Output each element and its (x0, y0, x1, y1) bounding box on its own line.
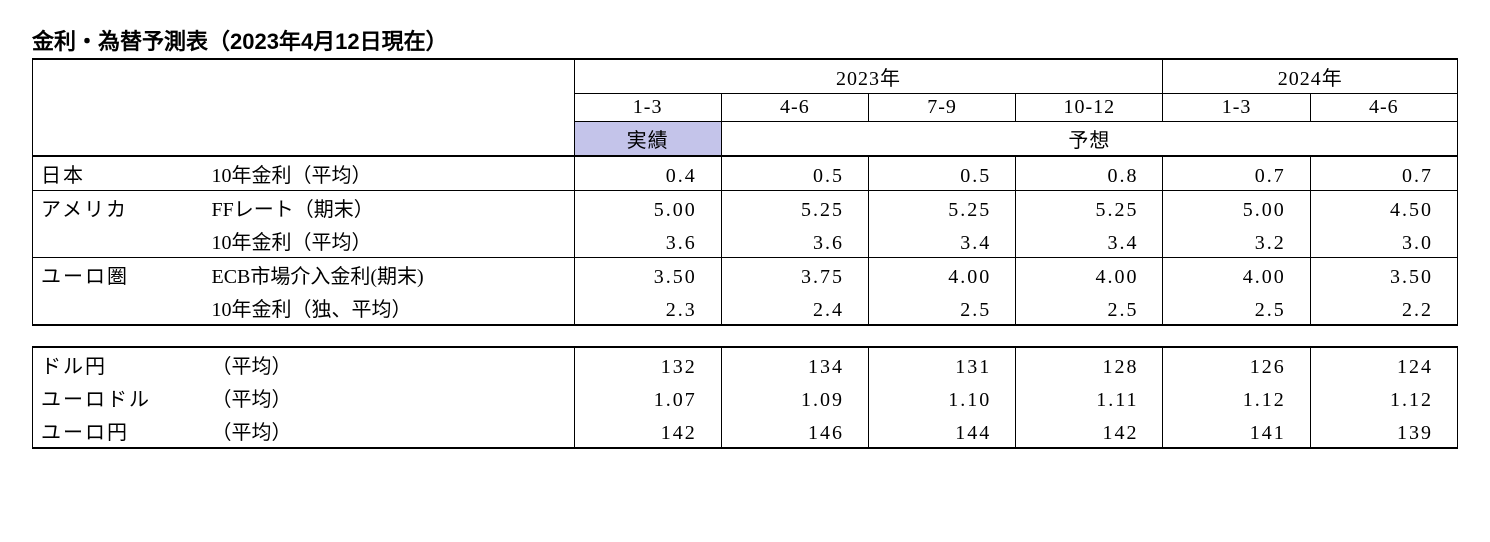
fx-eurusd: ユーロドル (33, 381, 204, 414)
cell: 131 (868, 347, 1015, 381)
cell: 5.00 (1163, 191, 1310, 225)
cell: 0.5 (868, 156, 1015, 191)
row-eu-ecb: ユーロ圏 ECB市場介入金利(期末) 3.50 3.75 4.00 4.00 4… (33, 258, 1458, 292)
header-q2: 4-6 (721, 94, 868, 122)
cell: 139 (1310, 414, 1457, 448)
cell: 5.25 (1016, 191, 1163, 225)
header-actual: 実績 (574, 122, 721, 157)
cell: 2.5 (1163, 291, 1310, 325)
header-year-2023: 2023年 (574, 59, 1163, 94)
cell: 5.00 (574, 191, 721, 225)
header-q5: 1-3 (1163, 94, 1310, 122)
cell: 1.10 (868, 381, 1015, 414)
cell: 142 (1016, 414, 1163, 448)
row-us-ff: アメリカ FFレート（期末） 5.00 5.25 5.25 5.25 5.00 … (33, 191, 1458, 225)
cell: 128 (1016, 347, 1163, 381)
cell: 144 (868, 414, 1015, 448)
cell: 4.00 (1016, 258, 1163, 292)
row-us-10y: 10年金利（平均） 3.6 3.6 3.4 3.4 3.2 3.0 (33, 224, 1458, 258)
cell: 134 (721, 347, 868, 381)
cell: 3.2 (1163, 224, 1310, 258)
region-us: アメリカ (33, 191, 204, 225)
cell: 142 (574, 414, 721, 448)
row-eu-10y: 10年金利（独、平均） 2.3 2.4 2.5 2.5 2.5 2.2 (33, 291, 1458, 325)
cell: 5.25 (868, 191, 1015, 225)
cell: 1.12 (1163, 381, 1310, 414)
cell: 5.25 (721, 191, 868, 225)
metric-eu-10y: 10年金利（独、平均） (204, 291, 575, 325)
cell: 4.00 (868, 258, 1015, 292)
metric-us-ff: FFレート（期末） (204, 191, 575, 225)
fx-eurjpy-metric: （平均） (204, 414, 575, 448)
fx-usdjpy-metric: （平均） (204, 347, 575, 381)
header-q6: 4-6 (1310, 94, 1457, 122)
cell: 0.8 (1016, 156, 1163, 191)
cell: 4.00 (1163, 258, 1310, 292)
cell: 0.7 (1310, 156, 1457, 191)
header-q3: 7-9 (868, 94, 1015, 122)
fx-eurjpy: ユーロ円 (33, 414, 204, 448)
header-type-row: 実績 予想 (33, 122, 1458, 157)
metric-japan-10y: 10年金利（平均） (204, 156, 575, 191)
header-year-row: 2023年 2024年 (33, 59, 1458, 94)
header-q4: 10-12 (1016, 94, 1163, 122)
cell: 0.4 (574, 156, 721, 191)
cell: 132 (574, 347, 721, 381)
cell: 2.3 (574, 291, 721, 325)
metric-us-10y: 10年金利（平均） (204, 224, 575, 258)
fx-usdjpy: ドル円 (33, 347, 204, 381)
cell: 146 (721, 414, 868, 448)
cell: 2.5 (868, 291, 1015, 325)
row-usdjpy: ドル円 （平均） 132 134 131 128 126 124 (33, 347, 1458, 381)
cell: 1.07 (574, 381, 721, 414)
header-quarter-row: 1-3 4-6 7-9 10-12 1-3 4-6 (33, 94, 1458, 122)
cell: 124 (1310, 347, 1457, 381)
cell: 3.75 (721, 258, 868, 292)
cell: 1.12 (1310, 381, 1457, 414)
row-eurusd: ユーロドル （平均） 1.07 1.09 1.10 1.11 1.12 1.12 (33, 381, 1458, 414)
row-eurjpy: ユーロ円 （平均） 142 146 144 142 141 139 (33, 414, 1458, 448)
cell: 3.4 (1016, 224, 1163, 258)
cell: 4.50 (1310, 191, 1457, 225)
header-forecast: 予想 (721, 122, 1457, 157)
cell: 1.09 (721, 381, 868, 414)
cell: 3.50 (1310, 258, 1457, 292)
cell: 3.4 (868, 224, 1015, 258)
spacer-row (33, 325, 1458, 347)
cell: 141 (1163, 414, 1310, 448)
cell: 1.11 (1016, 381, 1163, 414)
header-year-2024: 2024年 (1163, 59, 1458, 94)
metric-eu-ecb: ECB市場介入金利(期末) (204, 258, 575, 292)
cell: 3.6 (721, 224, 868, 258)
region-japan: 日本 (33, 156, 204, 191)
cell: 2.4 (721, 291, 868, 325)
page-title: 金利・為替予測表（2023年4月12日現在） (32, 24, 1458, 56)
cell: 2.5 (1016, 291, 1163, 325)
cell: 0.5 (721, 156, 868, 191)
cell: 3.50 (574, 258, 721, 292)
fx-eurusd-metric: （平均） (204, 381, 575, 414)
forecast-table: 2023年 2024年 1-3 4-6 7-9 10-12 1-3 4-6 実績… (32, 58, 1458, 449)
cell: 2.2 (1310, 291, 1457, 325)
cell: 0.7 (1163, 156, 1310, 191)
cell: 3.0 (1310, 224, 1457, 258)
header-q1: 1-3 (574, 94, 721, 122)
cell: 3.6 (574, 224, 721, 258)
cell: 126 (1163, 347, 1310, 381)
row-japan-10y: 日本 10年金利（平均） 0.4 0.5 0.5 0.8 0.7 0.7 (33, 156, 1458, 191)
region-eu: ユーロ圏 (33, 258, 204, 292)
